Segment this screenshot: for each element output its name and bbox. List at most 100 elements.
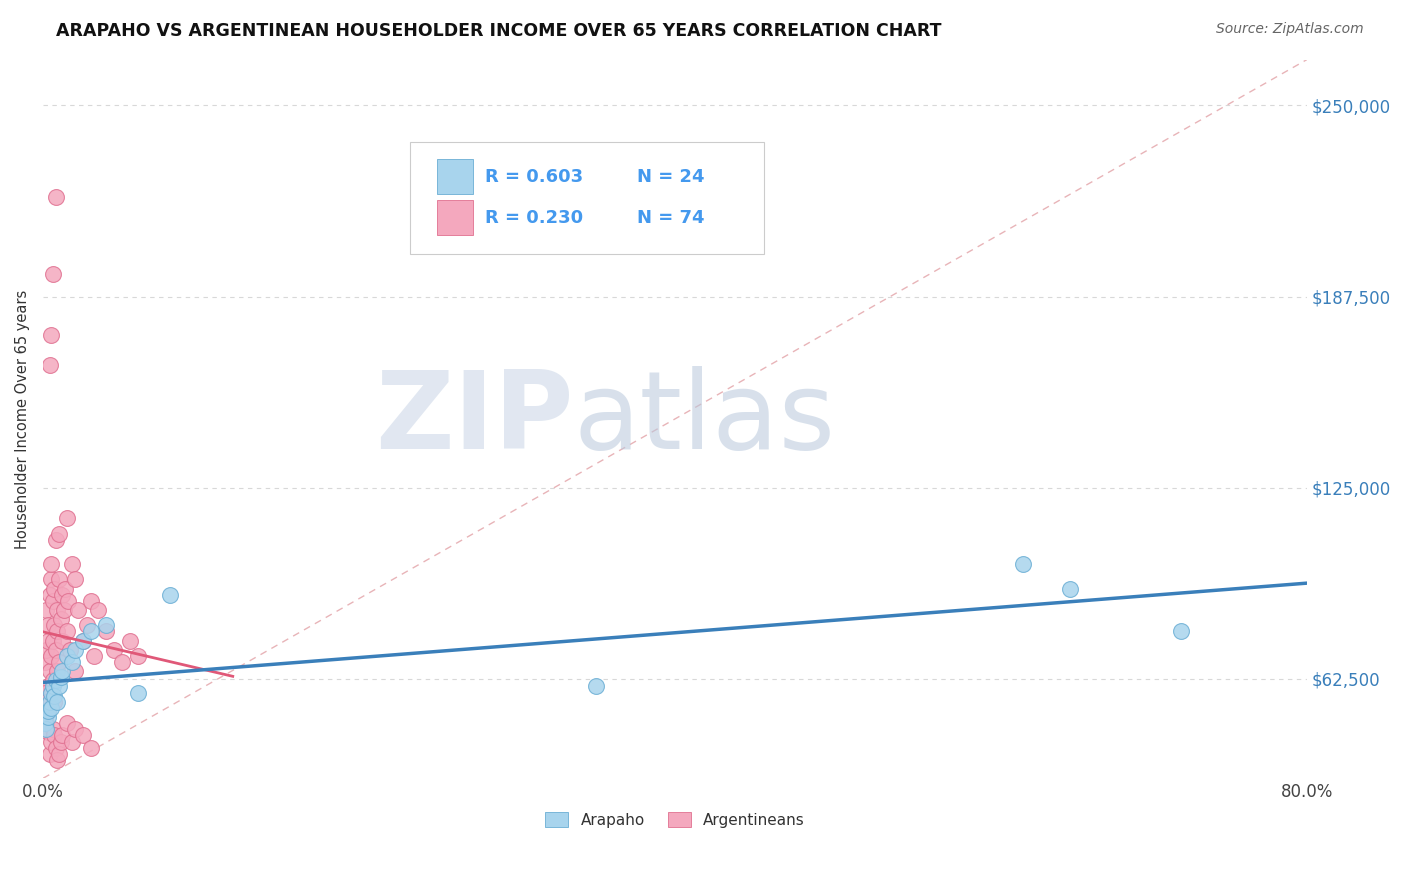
Point <box>159 588 181 602</box>
Point <box>585 680 607 694</box>
Point <box>60 734 83 748</box>
Point <box>49 670 72 684</box>
Point <box>38 359 60 373</box>
Text: N = 24: N = 24 <box>637 168 704 186</box>
Point <box>48 526 70 541</box>
Point <box>63 664 86 678</box>
Point <box>103 642 125 657</box>
Point <box>79 624 101 639</box>
Point <box>34 716 56 731</box>
Point <box>127 685 149 699</box>
Point <box>41 723 63 737</box>
Point <box>51 728 73 742</box>
Point <box>41 267 63 281</box>
Point <box>46 695 69 709</box>
Point <box>39 685 62 699</box>
Point <box>66 603 89 617</box>
Point <box>59 642 82 657</box>
Point <box>35 642 58 657</box>
Point <box>39 648 62 663</box>
Point <box>39 327 62 342</box>
Point <box>96 618 118 632</box>
Point <box>44 618 66 632</box>
Point <box>41 633 63 648</box>
Point <box>79 740 101 755</box>
Point <box>127 648 149 663</box>
Point <box>37 633 59 648</box>
Point <box>35 723 58 737</box>
Point <box>39 557 62 571</box>
Point <box>37 704 59 718</box>
Point <box>51 633 73 648</box>
Point <box>41 673 63 688</box>
Point <box>56 716 79 731</box>
Text: R = 0.603: R = 0.603 <box>485 168 583 186</box>
Point <box>120 633 142 648</box>
Point <box>46 603 69 617</box>
Point <box>83 648 105 663</box>
Point <box>46 624 69 639</box>
Text: R = 0.230: R = 0.230 <box>485 209 583 227</box>
Point <box>44 695 66 709</box>
Bar <box>437 160 472 194</box>
Legend: Arapaho, Argentineans: Arapaho, Argentineans <box>538 804 813 835</box>
Point <box>39 701 62 715</box>
Point <box>39 573 62 587</box>
Text: N = 74: N = 74 <box>637 209 704 227</box>
Text: ZIP: ZIP <box>375 366 574 472</box>
Point <box>35 695 58 709</box>
Point <box>52 603 75 617</box>
Point <box>34 685 56 699</box>
Point <box>41 594 63 608</box>
Point <box>45 740 67 755</box>
Point <box>45 642 67 657</box>
Point <box>87 603 110 617</box>
Point <box>58 594 80 608</box>
Point <box>38 664 60 678</box>
Point <box>76 618 98 632</box>
Point <box>1170 624 1192 639</box>
Point <box>60 655 83 669</box>
Y-axis label: Householder Income Over 65 years: Householder Income Over 65 years <box>15 289 30 549</box>
FancyBboxPatch shape <box>409 142 763 253</box>
Text: ARAPAHO VS ARGENTINEAN HOUSEHOLDER INCOME OVER 65 YEARS CORRELATION CHART: ARAPAHO VS ARGENTINEAN HOUSEHOLDER INCOM… <box>56 22 942 40</box>
Point <box>96 624 118 639</box>
Point <box>48 680 70 694</box>
Point <box>48 573 70 587</box>
Point <box>38 695 60 709</box>
Point <box>51 588 73 602</box>
Point <box>41 680 63 694</box>
Point <box>34 710 56 724</box>
Point <box>48 747 70 761</box>
Point <box>63 642 86 657</box>
Point <box>49 734 72 748</box>
Point <box>38 588 60 602</box>
Text: atlas: atlas <box>574 366 837 472</box>
Point <box>51 664 73 678</box>
Point <box>35 603 58 617</box>
Bar <box>437 201 472 235</box>
Point <box>111 655 134 669</box>
Point <box>37 725 59 739</box>
Point <box>48 655 70 669</box>
Point <box>72 633 94 648</box>
Point <box>56 511 79 525</box>
Point <box>46 664 69 678</box>
Point <box>44 582 66 596</box>
Point <box>45 190 67 204</box>
Point <box>38 747 60 761</box>
Point <box>35 716 58 731</box>
Point <box>37 710 59 724</box>
Point <box>72 728 94 742</box>
Point <box>44 728 66 742</box>
Point <box>45 533 67 547</box>
Point <box>63 723 86 737</box>
Point <box>1011 557 1033 571</box>
Text: Source: ZipAtlas.com: Source: ZipAtlas.com <box>1216 22 1364 37</box>
Point <box>72 633 94 648</box>
Point <box>53 582 76 596</box>
Point <box>39 685 62 699</box>
Point <box>38 695 60 709</box>
Point <box>49 612 72 626</box>
Point <box>63 573 86 587</box>
